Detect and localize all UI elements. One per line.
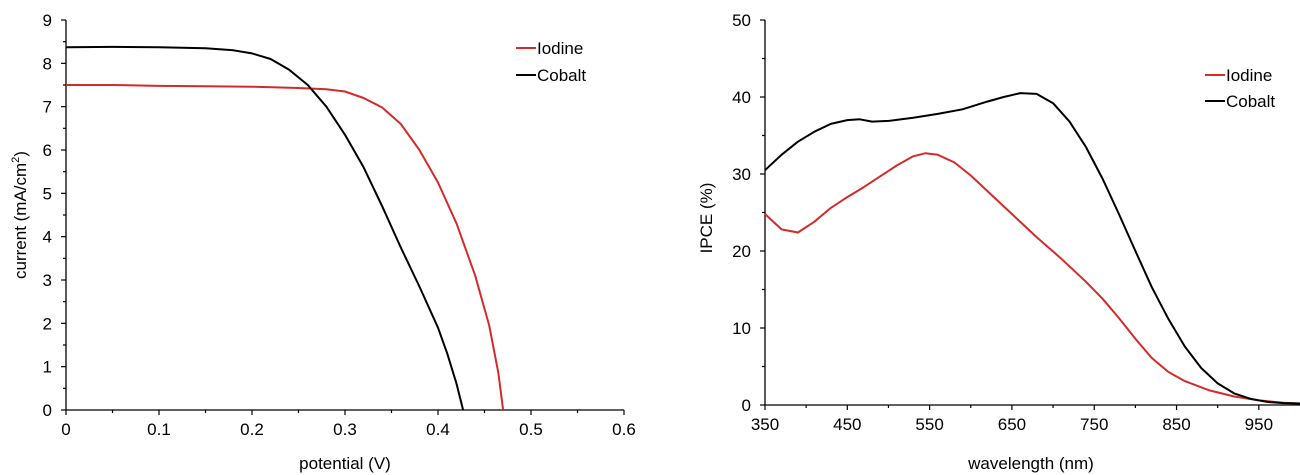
- ipce-series-cobalt: [764, 92, 1300, 405]
- jv-y-tick-label: 4: [43, 228, 52, 247]
- ipce-series-lines: [764, 92, 1300, 405]
- ipce-y-tick-label: 50: [732, 11, 751, 30]
- jv-y-tick-label: 0: [43, 401, 52, 420]
- jv-x-tick-label: 0: [61, 420, 70, 439]
- jv-x-tick-label: 0.3: [333, 420, 357, 439]
- ipce-x-tick-label: 550: [915, 415, 943, 434]
- ipce-x-tick-label: 450: [833, 415, 861, 434]
- ipce-legend-label-cobalt: Cobalt: [1226, 92, 1275, 111]
- jv-y-axis-title-end: ): [11, 151, 30, 157]
- ipce-x-axis-title: wavelength (nm): [967, 454, 1094, 473]
- jv-x-tick-label: 0.2: [240, 420, 264, 439]
- jv-y-tick-label: 3: [43, 271, 52, 290]
- jv-y-tick-label: 7: [43, 98, 52, 117]
- ipce-legend-label-iodine: Iodine: [1226, 66, 1272, 85]
- ipce-y-axis-title: IPCE (%): [697, 183, 716, 254]
- jv-y-tick-label: 6: [43, 141, 52, 160]
- ipce-y-tick-label: 30: [732, 165, 751, 184]
- ipce-legend: Iodine Cobalt: [1205, 66, 1275, 111]
- ipce-chart: 0 10 20 30 40 50 350 450 550 650 750 850 950 wavele…: [697, 11, 1300, 473]
- jv-y-tick-label: 5: [43, 184, 52, 203]
- ipce-y-tick-label: 10: [732, 319, 751, 338]
- jv-y-tick-labels: 0 1 2 3 4 5 6 7 8 9: [43, 11, 52, 420]
- jv-x-tick-label: 0.6: [612, 420, 636, 439]
- ipce-x-tick-label: 950: [1245, 415, 1273, 434]
- ipce-ticks: [760, 19, 1260, 410]
- jv-y-axis-title-main: current (mA/cm: [11, 163, 30, 279]
- jv-y-axis-title: current (mA/cm2): [10, 151, 30, 279]
- jv-y-tick-label: 2: [43, 314, 52, 333]
- ipce-x-tick-label: 850: [1162, 415, 1190, 434]
- jv-x-tick-labels: 0 0.1 0.2 0.3 0.4 0.5 0.6: [61, 420, 636, 439]
- jv-legend: Iodine Cobalt: [516, 39, 586, 85]
- ipce-y-tick-labels: 0 10 20 30 40 50: [732, 11, 751, 415]
- jv-y-tick-label: 8: [43, 54, 52, 73]
- jv-y-axis-title-sup: 2: [10, 157, 22, 163]
- jv-series-lines: [65, 45, 505, 411]
- ipce-series-iodine: [764, 152, 1300, 405]
- jv-series-cobalt: [65, 45, 465, 411]
- jv-x-axis-title: potential (V): [299, 454, 391, 473]
- jv-x-tick-label: 0.1: [147, 420, 171, 439]
- jv-x-tick-label: 0.4: [426, 420, 450, 439]
- ipce-x-tick-label: 650: [998, 415, 1026, 434]
- ipce-x-tick-label: 350: [751, 415, 779, 434]
- jv-y-tick-label: 9: [43, 11, 52, 30]
- jv-legend-label-cobalt: Cobalt: [537, 66, 586, 85]
- ipce-y-tick-label: 40: [732, 88, 751, 107]
- jv-series-iodine: [66, 84, 505, 411]
- jv-chart: 0 1 2 3 4 5 6 7 8 9 0 0.1 0.2 0.3 0.4 0.5 0.6 potential…: [10, 11, 636, 473]
- jv-legend-label-iodine: Iodine: [537, 39, 583, 58]
- ipce-y-tick-label: 20: [732, 242, 751, 261]
- ipce-x-tick-labels: 350 450 550 650 750 850 950: [751, 415, 1273, 434]
- jv-y-tick-label: 1: [43, 358, 52, 377]
- ipce-x-tick-label: 750: [1080, 415, 1108, 434]
- ipce-y-tick-label: 0: [742, 396, 751, 415]
- jv-x-tick-label: 0.5: [519, 420, 543, 439]
